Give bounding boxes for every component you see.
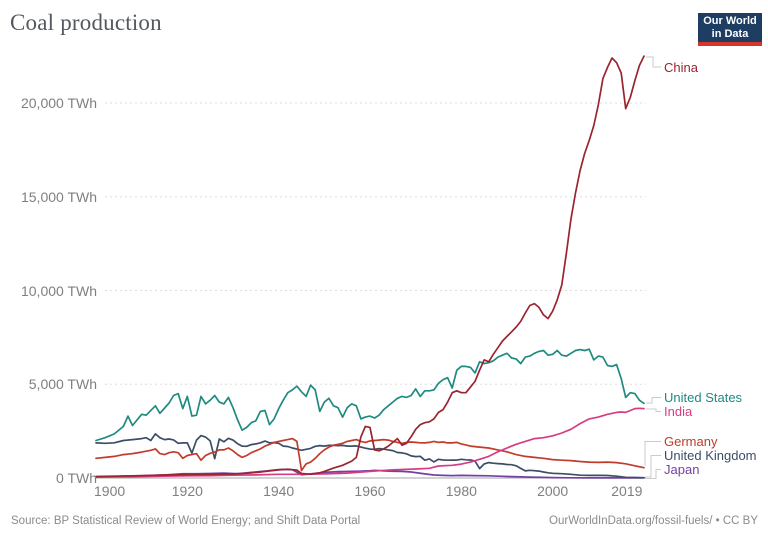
logo-text-line2: in Data (711, 27, 749, 40)
series-label-united-kingdom[interactable]: United Kingdom (664, 448, 757, 463)
x-axis-tick-label: 2019 (611, 483, 643, 499)
x-axis-tick-label: 2000 (537, 483, 569, 499)
series-label-japan[interactable]: Japan (664, 462, 700, 477)
logo-text-line1: Our World (703, 15, 757, 27)
label-connector-united-states (646, 397, 661, 404)
source-note: Source: BP Statistical Review of World E… (11, 515, 361, 527)
y-axis-tick-label: 10,000 TWh (20, 282, 97, 299)
line-china[interactable] (95, 55, 645, 478)
x-axis-tick-label: 1920 (171, 483, 203, 499)
attribution-note: OurWorldInData.org/fossil-fuels/ • CC BY (549, 515, 758, 527)
series-label-india[interactable]: India (664, 404, 693, 419)
series-label-china[interactable]: China (664, 60, 698, 75)
x-axis-tick-label: 1900 (94, 483, 126, 499)
label-connector-germany (644, 441, 661, 466)
y-axis-tick-label: 20,000 TWh (20, 95, 97, 111)
y-axis-tick-label: 5,000 TWh (28, 376, 97, 393)
logo-red-bar (698, 42, 762, 46)
owid-logo[interactable]: Our World in Data (698, 13, 762, 46)
x-axis-tick-label: 1940 (263, 483, 295, 499)
x-axis-tick-label: 1960 (354, 483, 386, 499)
series-label-united-states[interactable]: United States (664, 390, 743, 405)
label-connector-china (646, 56, 661, 68)
chart-title: Coal production (10, 10, 162, 35)
x-axis-tick-label: 1980 (445, 483, 477, 499)
label-connector-india (646, 408, 661, 412)
y-axis-tick-label: 0 TWh (56, 470, 97, 486)
series-label-germany[interactable]: Germany (664, 434, 718, 449)
line-united-states[interactable] (95, 348, 645, 442)
y-axis-tick-label: 15,000 TWh (20, 188, 97, 205)
label-connector-united-kingdom (645, 455, 661, 478)
label-connector-japan (645, 469, 661, 479)
line-india[interactable] (95, 407, 645, 479)
